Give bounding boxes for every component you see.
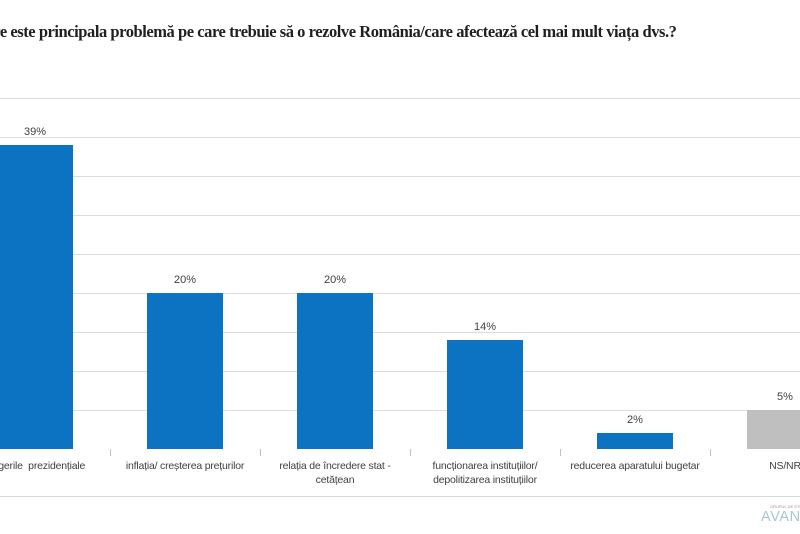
- x-axis-category-label: NS/NR: [769, 460, 800, 472]
- gridline: [0, 410, 800, 411]
- x-axis-tick: [710, 449, 711, 456]
- x-axis-tick: [560, 449, 561, 456]
- bar: [297, 293, 373, 449]
- gridline: [0, 371, 800, 372]
- x-axis-tick: [110, 449, 111, 456]
- gridline: [0, 137, 800, 138]
- bar-value-label: 39%: [23, 125, 47, 138]
- bar: [597, 433, 673, 449]
- bar-value-label: 20%: [323, 274, 347, 286]
- x-axis-category-label: alegerile prezidențiale: [0, 460, 86, 472]
- bar: [147, 293, 223, 449]
- avangarde-logo-tagline: GRUPUL DE STUDII SOCIO-COMPORTAMENTALE: [770, 504, 800, 509]
- gridline: [0, 215, 800, 216]
- x-axis-tick: [260, 449, 261, 456]
- bar-value-label: 20%: [173, 274, 197, 286]
- gridline: [0, 293, 800, 294]
- avangarde-logo: AVANGARDE: [761, 509, 800, 525]
- bar: [447, 339, 523, 449]
- gridline: [0, 254, 800, 255]
- chart-title: Care este principala problemă pe care tr…: [0, 22, 677, 41]
- gridline: [0, 332, 800, 333]
- gridline: [0, 98, 800, 99]
- footer-divider: [0, 496, 800, 497]
- x-axis-category-label: reducerea aparatului bugetar: [570, 460, 700, 472]
- bar: [747, 410, 800, 449]
- x-axis-category-label: relația de încredere stat - cetățean: [279, 460, 391, 486]
- x-axis-category-label: funcționarea instituțiilor/ depolitizare…: [432, 460, 538, 486]
- x-axis-tick: [410, 449, 411, 456]
- gridline: [0, 176, 800, 177]
- bar-value-label: 2%: [627, 414, 643, 427]
- bar: [0, 144, 73, 449]
- bar-value-label: 5%: [777, 391, 793, 403]
- bar-value-label: 14%: [473, 320, 497, 333]
- x-axis-category-label: inflația/ creșterea prețurilor: [125, 460, 245, 472]
